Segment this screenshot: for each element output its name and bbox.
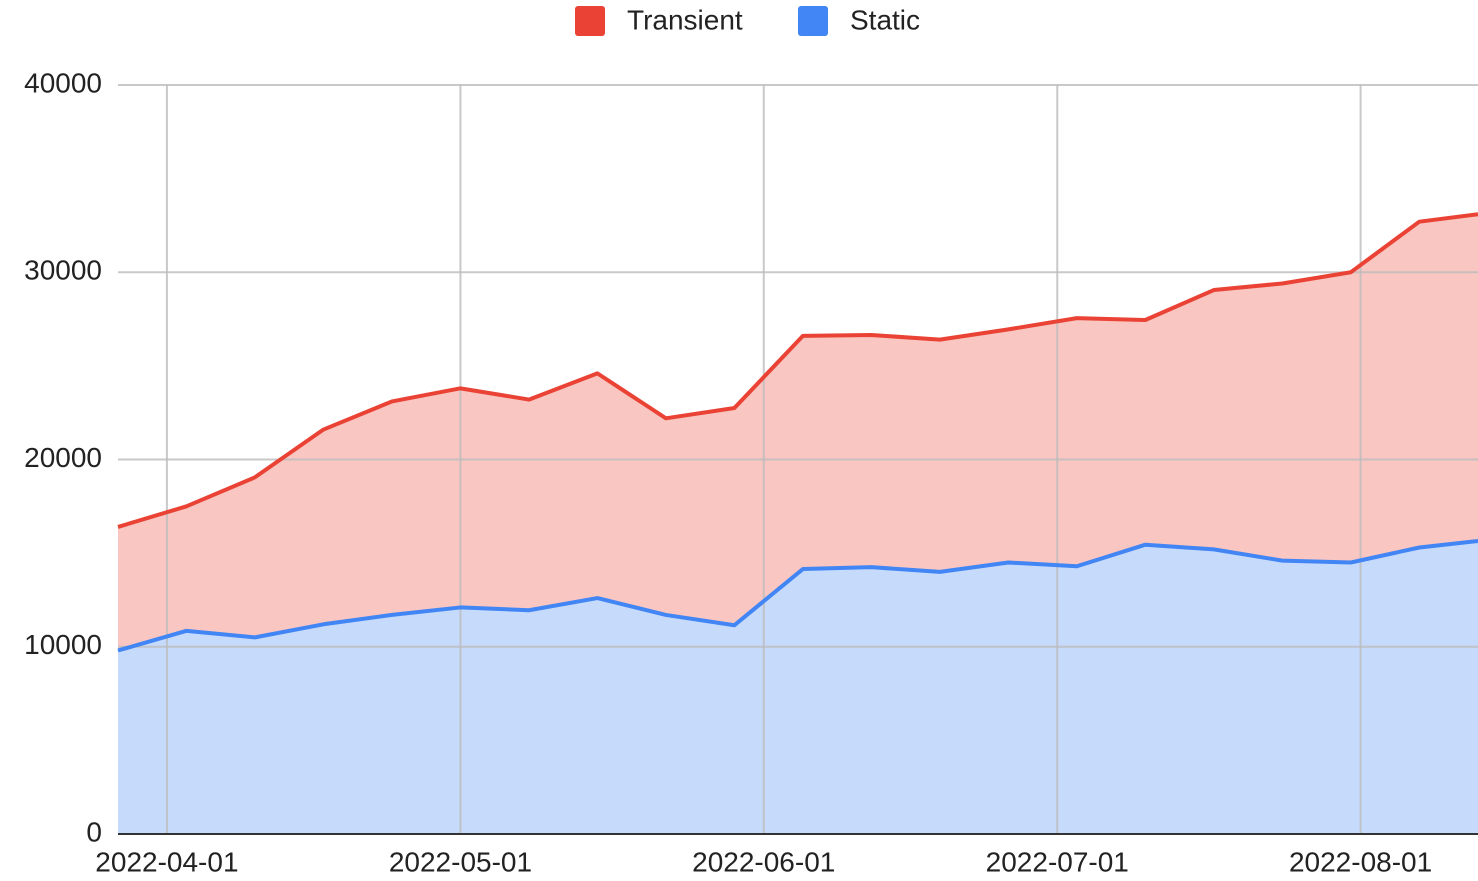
legend-label: Static bbox=[850, 4, 920, 35]
x-tick-label: 2022-05-01 bbox=[389, 846, 532, 877]
y-tick-label: 0 bbox=[86, 816, 102, 847]
x-tick-label: 2022-06-01 bbox=[692, 846, 835, 877]
x-tick-label: 2022-07-01 bbox=[986, 846, 1129, 877]
x-tick-label: 2022-08-01 bbox=[1289, 846, 1432, 877]
legend-label: Transient bbox=[627, 4, 743, 35]
line bbox=[117, 538, 1478, 653]
line bbox=[117, 212, 1478, 529]
y-tick-label: 10000 bbox=[24, 629, 102, 660]
y-tick-label: 30000 bbox=[24, 255, 102, 286]
y-tick-label: 20000 bbox=[24, 442, 102, 473]
area bbox=[118, 540, 1478, 834]
legend-swatch bbox=[798, 6, 828, 36]
legend-swatch bbox=[575, 6, 605, 36]
x-tick-label: 2022-04-01 bbox=[95, 846, 238, 877]
area bbox=[118, 214, 1478, 651]
y-tick-label: 40000 bbox=[24, 67, 102, 98]
